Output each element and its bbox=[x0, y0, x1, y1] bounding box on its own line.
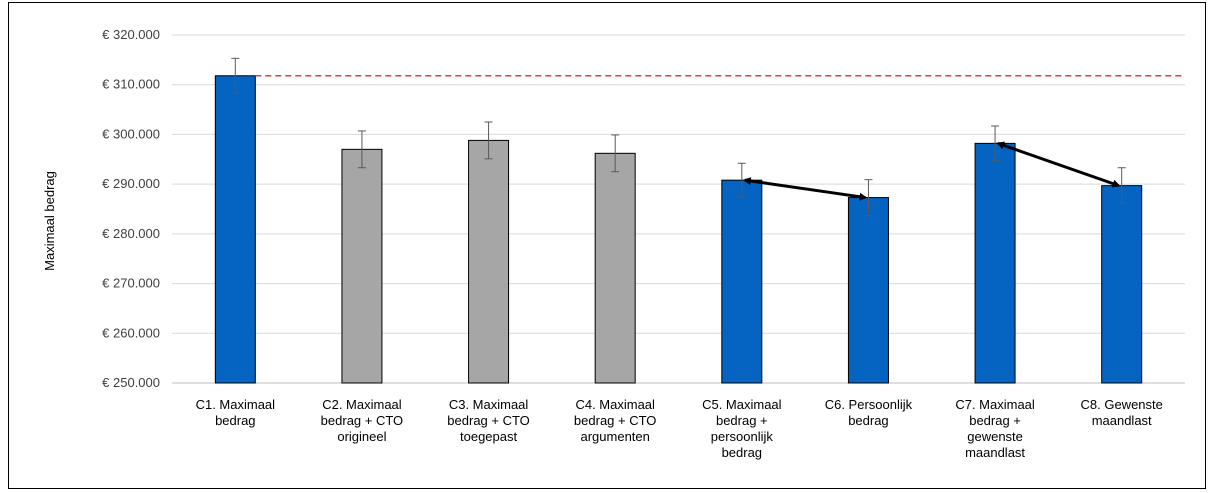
x-category-label-line: C1. Maximaal bbox=[196, 397, 276, 412]
x-category-label-line: bedrag + CTO bbox=[574, 413, 657, 428]
y-tick-label: € 250.000 bbox=[102, 375, 160, 390]
bar bbox=[594, 152, 636, 384]
x-category-label-line: gewenste bbox=[967, 429, 1023, 444]
bar-chart: € 250.000 € 260.000 € 270.000 € 280.000 € 29… bbox=[42, 27, 1185, 460]
bar bbox=[721, 179, 763, 384]
bar bbox=[1101, 185, 1143, 384]
x-category-label-line: C5. Maximaal bbox=[702, 397, 782, 412]
chart-frame: € 250.000 € 260.000 € 270.000 € 280.000 € 29… bbox=[8, 2, 1206, 489]
y-axis-title: Maximaal bedrag bbox=[42, 171, 57, 271]
x-category-label-line: C3. Maximaal bbox=[449, 397, 529, 412]
x-category-label: C2. Maximaal bedrag + CTO origineel bbox=[321, 397, 404, 444]
y-axis-tick-labels: € 250.000 € 260.000 € 270.000 € 280.000 € 29… bbox=[102, 27, 160, 390]
x-category-label-line: persoonlijk bbox=[711, 429, 774, 444]
x-category-label-line: argumenten bbox=[580, 429, 649, 444]
x-category-label-line: maandlast bbox=[1092, 413, 1152, 428]
bars bbox=[214, 75, 1143, 384]
x-category-label: C5. Maximaal bedrag + persoonlijk bedrag bbox=[702, 397, 782, 460]
y-tick-label: € 290.000 bbox=[102, 176, 160, 191]
x-category-label-line: bedrag bbox=[215, 413, 255, 428]
comparison-arrow bbox=[996, 141, 1121, 188]
x-category-label-line: C2. Maximaal bbox=[322, 397, 402, 412]
x-category-label: C6. Persoonlijk bedrag bbox=[825, 397, 913, 428]
x-category-label-line: bedrag + CTO bbox=[321, 413, 404, 428]
x-category-label-line: bedrag bbox=[848, 413, 888, 428]
x-category-label: C8. Gewenste maandlast bbox=[1081, 397, 1163, 428]
bar bbox=[214, 75, 256, 384]
x-category-label: C3. Maximaal bedrag + CTO toegepast bbox=[447, 397, 530, 444]
x-category-label: C7. Maximaal bedrag + gewenste maandlast bbox=[955, 397, 1035, 460]
x-category-label-line: C4. Maximaal bbox=[575, 397, 655, 412]
x-category-label: C4. Maximaal bedrag + CTO argumenten bbox=[574, 397, 657, 444]
y-tick-label: € 270.000 bbox=[102, 276, 160, 291]
y-tick-label: € 260.000 bbox=[102, 325, 160, 340]
comparison-arrow bbox=[742, 177, 868, 201]
x-category-label-line: toegepast bbox=[460, 429, 517, 444]
x-category-label-line: bedrag + CTO bbox=[447, 413, 530, 428]
x-category-label-line: C7. Maximaal bbox=[955, 397, 1035, 412]
x-category-label-line: maandlast bbox=[965, 445, 1025, 460]
y-tick-label: € 320.000 bbox=[102, 27, 160, 42]
y-tick-label: € 310.000 bbox=[102, 77, 160, 92]
arrows bbox=[742, 141, 1121, 201]
bar bbox=[974, 142, 1016, 384]
x-category-label-line: bedrag + bbox=[969, 413, 1021, 428]
x-category-label-line: C8. Gewenste bbox=[1081, 397, 1163, 412]
bar bbox=[468, 139, 510, 384]
y-tick-label: € 300.000 bbox=[102, 126, 160, 141]
x-category-label: C1. Maximaal bedrag bbox=[196, 397, 276, 428]
x-category-label-line: C6. Persoonlijk bbox=[825, 397, 913, 412]
bar bbox=[847, 197, 889, 384]
x-category-label-line: origineel bbox=[337, 429, 386, 444]
y-tick-label: € 280.000 bbox=[102, 226, 160, 241]
gridlines bbox=[172, 34, 1185, 384]
bar bbox=[341, 148, 383, 384]
x-category-label-line: bedrag bbox=[722, 445, 762, 460]
x-category-label-line: bedrag + bbox=[716, 413, 768, 428]
